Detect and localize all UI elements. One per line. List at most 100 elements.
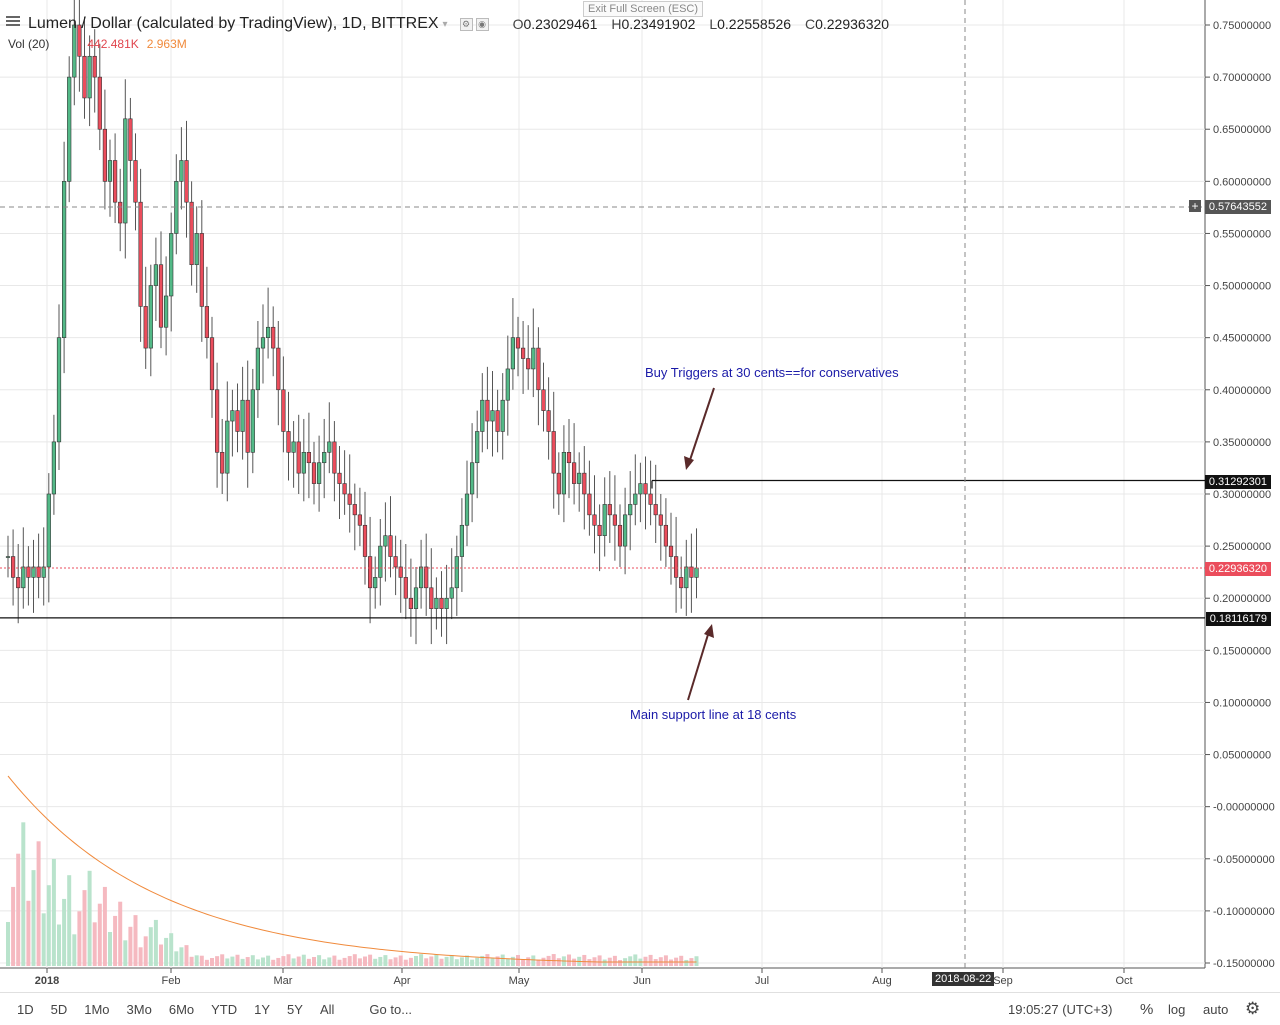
symbol-title[interactable]: Lumen / Dollar (calculated by TradingVie… (28, 15, 439, 32)
range-1y-button[interactable]: 1Y (254, 1001, 271, 1017)
volume-bar (296, 956, 301, 966)
volume-bar (31, 870, 36, 966)
volume-bar (72, 934, 77, 966)
candle-body (265, 326, 271, 338)
candle-body (469, 462, 475, 495)
candle-body (11, 556, 16, 578)
range-1mo-button[interactable]: 1Mo (84, 1001, 110, 1017)
range-3mo-button[interactable]: 3Mo (126, 1001, 152, 1017)
candle-body (454, 556, 459, 589)
volume-bar (541, 957, 546, 966)
candle-body (281, 389, 286, 432)
volume-bar (444, 956, 449, 966)
auto-toggle[interactable]: auto (1203, 1001, 1229, 1017)
candle-body (434, 597, 439, 609)
volume-bar (108, 932, 112, 966)
volume-bar (679, 955, 684, 966)
volume-bar (490, 958, 495, 966)
candle-body (327, 441, 332, 453)
volume-bar (597, 955, 602, 966)
volume-bar (531, 955, 536, 966)
volume-bar (46, 885, 51, 966)
close-value: 0.22936320 (815, 16, 890, 32)
candle-body (31, 566, 36, 578)
candle-body (658, 514, 663, 526)
exit-fullscreen-button[interactable]: Exit Full Screen (ESC) (583, 1, 703, 17)
candle-body (36, 566, 41, 578)
range-6mo-button[interactable]: 6Mo (168, 1001, 195, 1017)
candle-body (602, 504, 607, 536)
x-tick-label: Aug (872, 975, 892, 987)
volume-bar (357, 958, 362, 966)
y-tick-label: 0.50000000 (1213, 281, 1271, 293)
volume-bar (286, 954, 291, 966)
candle-body (622, 514, 628, 547)
add-plus-icon[interactable]: + (1189, 200, 1201, 212)
candle-body (490, 410, 495, 422)
y-tick-label: 0.65000000 (1213, 124, 1271, 136)
candle-body (679, 577, 684, 589)
candle-body (531, 347, 536, 370)
volume-bar (97, 903, 102, 966)
volume-bar (470, 959, 475, 966)
candle-body (347, 493, 352, 505)
volume-bar (485, 954, 490, 966)
range-5y-button[interactable]: 5Y (287, 1001, 303, 1017)
resistance-price-label: 0.31292301 (1204, 475, 1271, 489)
range-all-button[interactable]: All (319, 1001, 335, 1017)
percent-toggle[interactable]: % (1140, 1000, 1154, 1018)
close-label: C (804, 16, 816, 32)
candle-body (5, 556, 11, 558)
chevron-down-icon[interactable]: ▾ (442, 18, 448, 30)
gear-icon[interactable]: ⚙ (1245, 999, 1261, 1018)
goto-button[interactable]: Go to... (369, 1001, 413, 1017)
volume-bar (459, 957, 464, 966)
y-tick-label: 0.05000000 (1213, 750, 1271, 762)
candle-body (546, 410, 551, 432)
candle-body (612, 514, 617, 526)
volume-bar (429, 956, 434, 966)
y-tick-label: 0.40000000 (1213, 385, 1271, 397)
candle-body (225, 420, 230, 474)
candle-body (577, 472, 582, 484)
candle-body (337, 472, 342, 484)
range-5d-button[interactable]: 5D (50, 1001, 68, 1017)
volume-bar (480, 955, 485, 966)
crosshair-date-label: 2018-08-22 (932, 972, 995, 986)
y-tick-label: -0.05000000 (1213, 854, 1275, 866)
volume-bar (684, 959, 689, 966)
candle-body (67, 76, 72, 182)
y-tick-label: -0.10000000 (1213, 906, 1275, 918)
candle-body (332, 441, 337, 474)
candle-body (240, 399, 245, 432)
candle-body (424, 566, 429, 589)
candle-body (393, 556, 398, 568)
eye-icon[interactable]: ◉ (475, 17, 489, 31)
range-ytd-button[interactable]: YTD (211, 1001, 238, 1017)
volume-bar (551, 954, 556, 966)
volume-bar (148, 927, 153, 966)
volume-bar (266, 955, 271, 966)
candle-body (61, 181, 67, 338)
settings-icon[interactable]: ⚙ (459, 17, 473, 31)
volume-bar (694, 956, 699, 966)
log-toggle[interactable]: log (1168, 1001, 1186, 1017)
clock-label[interactable]: 19:05:27 (UTC+3) (1008, 1001, 1113, 1017)
volume-value: 442.481K (87, 37, 139, 51)
y-tick-label: 0.15000000 (1213, 645, 1271, 657)
candle-body (148, 285, 153, 349)
support-annotation: Main support line at 18 cents (630, 707, 797, 722)
volume-bar (255, 959, 260, 966)
volume-label[interactable]: Vol (20) (8, 37, 50, 51)
volume-bar (312, 957, 316, 966)
candle-body (352, 504, 357, 516)
candle-body (41, 566, 46, 578)
range-1d-button[interactable]: 1D (17, 1001, 34, 1017)
volume-bar (118, 901, 123, 966)
candle-body (571, 462, 577, 484)
hamburger-menu-icon[interactable] (6, 14, 20, 26)
candle-body (673, 556, 679, 578)
price-chart[interactable]: 0.75000000 0.70000000 0.65000000 0.60000000… (0, 0, 1280, 992)
x-tick-label: Jul (755, 975, 769, 987)
candle-body (689, 566, 694, 578)
